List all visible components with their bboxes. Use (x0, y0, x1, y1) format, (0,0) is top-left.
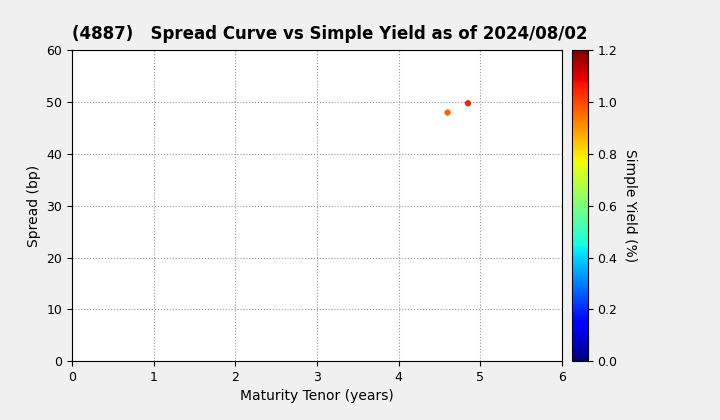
Y-axis label: Spread (bp): Spread (bp) (27, 165, 41, 247)
Point (442, 109, 454, 116)
Y-axis label: Simple Yield (%): Simple Yield (%) (623, 149, 637, 262)
X-axis label: Maturity Tenor (years): Maturity Tenor (years) (240, 389, 394, 404)
Point (462, 100, 474, 107)
Text: (4887)   Spread Curve vs Simple Yield as of 2024/08/02: (4887) Spread Curve vs Simple Yield as o… (72, 25, 588, 43)
